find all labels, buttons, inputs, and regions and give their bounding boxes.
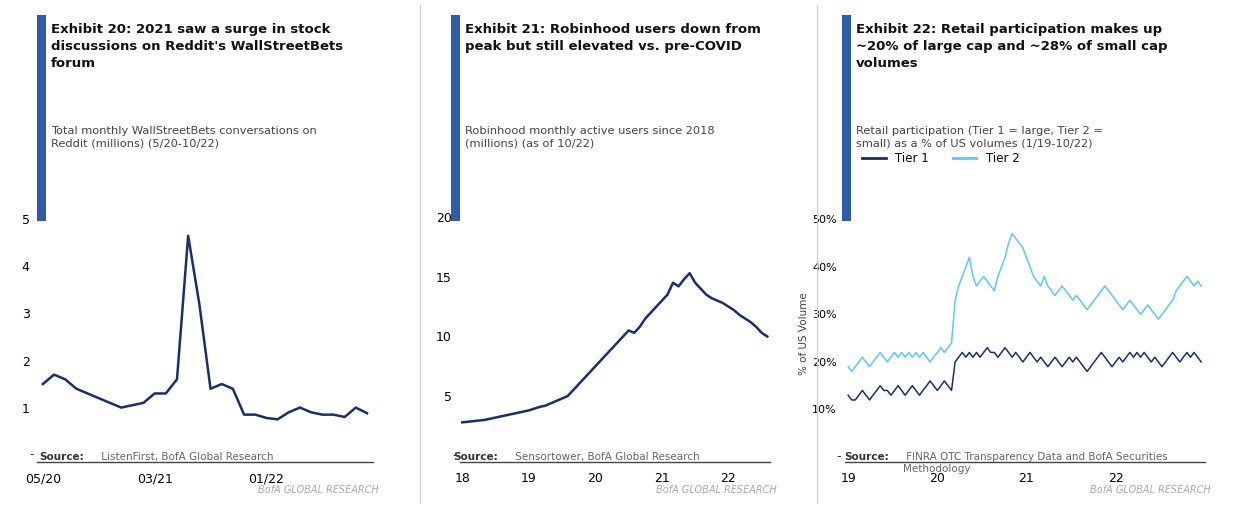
Text: FINRA OTC Transparency Data and BofA Securities
Methodology: FINRA OTC Transparency Data and BofA Sec… <box>903 452 1167 474</box>
Text: Retail participation (Tier 1 = large, Tier 2 =
small) as a % of US volumes (1/19: Retail participation (Tier 1 = large, Ti… <box>856 126 1103 149</box>
Text: -: - <box>836 450 841 463</box>
Text: -: - <box>30 448 34 461</box>
Text: Total monthly WallStreetBets conversations on
Reddit (millions) (5/20-10/22): Total monthly WallStreetBets conversatio… <box>51 126 317 149</box>
Text: BofA GLOBAL RESEARCH: BofA GLOBAL RESEARCH <box>656 485 776 495</box>
Legend: Tier 1, Tier 2: Tier 1, Tier 2 <box>858 147 1025 169</box>
Text: Exhibit 21: Robinhood users down from
peak but still elevated vs. pre-COVID: Exhibit 21: Robinhood users down from pe… <box>465 23 760 53</box>
Text: BofA GLOBAL RESEARCH: BofA GLOBAL RESEARCH <box>1090 485 1211 495</box>
Y-axis label: % of US Volume: % of US Volume <box>800 292 810 375</box>
Text: Source:: Source: <box>845 452 889 462</box>
Text: Exhibit 22: Retail participation makes up
~20% of large cap and ~28% of small ca: Exhibit 22: Retail participation makes u… <box>856 23 1167 70</box>
Text: Exhibit 20: 2021 saw a surge in stock
discussions on Reddit's WallStreetBets
for: Exhibit 20: 2021 saw a surge in stock di… <box>51 23 343 70</box>
Text: Source:: Source: <box>453 452 498 462</box>
Text: -: - <box>452 449 457 462</box>
Text: Sensortower, BofA Global Research: Sensortower, BofA Global Research <box>512 452 699 462</box>
Text: ListenFirst, BofA Global Research: ListenFirst, BofA Global Research <box>98 452 273 462</box>
Text: Robinhood monthly active users since 2018
(millions) (as of 10/22): Robinhood monthly active users since 201… <box>465 126 714 149</box>
Text: BofA GLOBAL RESEARCH: BofA GLOBAL RESEARCH <box>258 485 379 495</box>
Text: Source:: Source: <box>40 452 84 462</box>
